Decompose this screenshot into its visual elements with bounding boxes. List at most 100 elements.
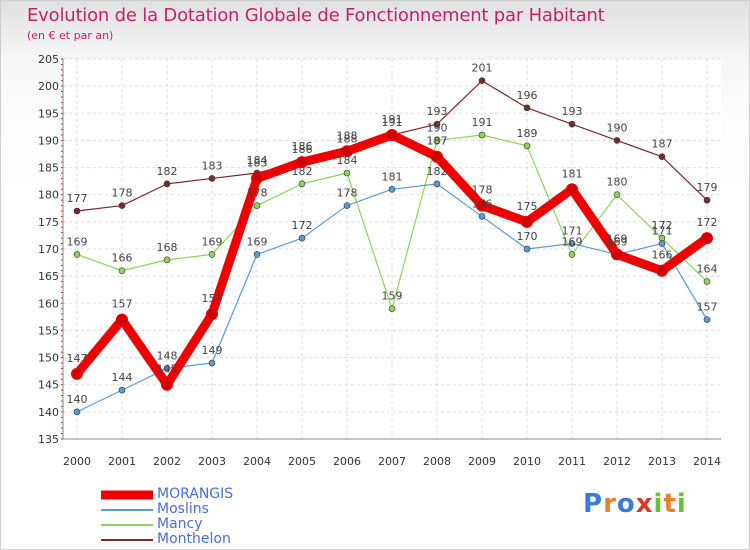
data-label-morangis: 191 xyxy=(382,113,403,126)
data-label-moslins: 171 xyxy=(652,225,673,238)
data-label-moslins: 169 xyxy=(247,235,268,248)
point-mancy xyxy=(613,191,621,199)
legend-label-morangis: MORANGIS xyxy=(157,486,234,502)
point-monthelon xyxy=(73,207,81,215)
data-label-monthelon: 184 xyxy=(247,154,268,167)
point-morangis xyxy=(431,150,443,163)
chart-subtitle: (en € et par an) xyxy=(27,29,114,42)
point-moslins xyxy=(523,245,531,253)
data-label-moslins: 169 xyxy=(607,235,628,248)
logo-letter: r xyxy=(603,489,617,519)
proxiti-logo: Proxiti xyxy=(583,489,687,519)
data-label-mancy: 180 xyxy=(607,176,628,189)
data-label-monthelon: 186 xyxy=(292,143,313,156)
data-label-mancy: 169 xyxy=(562,235,583,248)
legend-label-mancy: Mancy xyxy=(157,516,203,532)
point-morangis xyxy=(251,172,263,185)
data-label-morangis: 169 xyxy=(607,232,628,245)
chart-title: Evolution de la Dotation Globale de Fonc… xyxy=(27,5,605,26)
x-tick-label: 2002 xyxy=(153,455,181,468)
y-tick-label: 150 xyxy=(38,352,59,365)
logo-letter: i xyxy=(676,489,687,519)
point-moslins xyxy=(73,408,81,416)
data-label-mancy: 191 xyxy=(472,116,493,129)
y-tick-label: 205 xyxy=(38,53,59,66)
data-label-moslins: 140 xyxy=(67,393,88,406)
point-mancy xyxy=(343,169,351,177)
data-label-monthelon: 191 xyxy=(382,116,403,129)
y-tick-label: 200 xyxy=(38,80,59,93)
y-tick-label: 135 xyxy=(38,433,59,446)
point-morangis xyxy=(71,367,83,380)
point-morangis xyxy=(611,248,623,261)
data-label-morangis: 157 xyxy=(112,298,133,311)
point-morangis xyxy=(566,183,578,196)
data-label-monthelon: 178 xyxy=(112,187,133,200)
data-label-mancy: 169 xyxy=(202,235,223,248)
point-mancy xyxy=(73,251,81,258)
point-morangis xyxy=(476,199,488,212)
x-tick-label: 2010 xyxy=(513,455,541,468)
y-tick-label: 140 xyxy=(38,406,59,419)
point-moslins xyxy=(208,359,216,367)
data-label-mancy: 190 xyxy=(427,121,448,134)
legend-swatch-moslins xyxy=(101,508,153,511)
point-mancy xyxy=(568,251,576,258)
data-label-moslins: 149 xyxy=(202,344,223,357)
point-monthelon xyxy=(163,180,171,188)
y-tick-label: 190 xyxy=(38,134,59,147)
point-moslins xyxy=(658,240,666,247)
data-label-mancy: 164 xyxy=(697,263,718,276)
x-tick-label: 2005 xyxy=(288,455,316,468)
data-label-moslins: 144 xyxy=(112,371,133,384)
point-mancy xyxy=(253,202,261,209)
x-tick-label: 2000 xyxy=(63,455,91,468)
logo-letter: x xyxy=(635,489,654,519)
data-label-mancy: 159 xyxy=(382,290,403,303)
point-mancy xyxy=(298,180,306,188)
data-label-moslins: 178 xyxy=(337,187,358,200)
point-morangis xyxy=(116,313,128,326)
data-label-monthelon: 193 xyxy=(427,105,448,118)
data-label-morangis: 183 xyxy=(247,156,268,169)
point-mancy xyxy=(433,137,441,144)
y-tick-label: 195 xyxy=(38,107,59,120)
point-morangis xyxy=(701,232,713,245)
point-mancy xyxy=(163,256,171,264)
y-tick-label: 170 xyxy=(38,243,59,256)
point-moslins xyxy=(478,213,486,220)
data-label-monthelon: 182 xyxy=(157,165,178,178)
point-morangis xyxy=(521,215,533,228)
x-tick-label: 2008 xyxy=(423,455,451,468)
point-monthelon xyxy=(478,77,486,85)
legend-label-monthelon: Monthelon xyxy=(157,531,231,547)
logo-letter: o xyxy=(616,489,636,519)
data-label-monthelon: 187 xyxy=(652,138,673,151)
x-tick-label: 2012 xyxy=(603,455,631,468)
point-monthelon xyxy=(118,202,126,209)
point-mancy xyxy=(118,267,126,275)
data-label-morangis: 187 xyxy=(427,135,448,148)
point-moslins xyxy=(118,386,126,394)
data-label-mancy: 178 xyxy=(247,187,268,200)
point-monthelon xyxy=(658,153,666,161)
point-mancy xyxy=(388,305,396,313)
x-tick-label: 2001 xyxy=(108,455,136,468)
point-moslins xyxy=(298,234,306,242)
data-label-mancy: 172 xyxy=(652,219,673,232)
point-morangis xyxy=(341,145,353,158)
y-tick-label: 165 xyxy=(38,270,59,283)
point-moslins xyxy=(703,316,711,323)
y-tick-label: 145 xyxy=(38,379,59,392)
data-label-morangis: 158 xyxy=(202,292,223,305)
data-label-monthelon: 177 xyxy=(67,192,88,205)
y-tick-label: 160 xyxy=(38,297,59,310)
data-label-monthelon: 190 xyxy=(607,121,628,134)
legend-swatch-mancy xyxy=(101,523,153,526)
data-label-mancy: 169 xyxy=(67,235,88,248)
point-moslins xyxy=(343,202,351,209)
data-label-mancy: 184 xyxy=(337,154,358,167)
point-morangis xyxy=(296,156,308,169)
data-label-mancy: 189 xyxy=(517,127,538,140)
